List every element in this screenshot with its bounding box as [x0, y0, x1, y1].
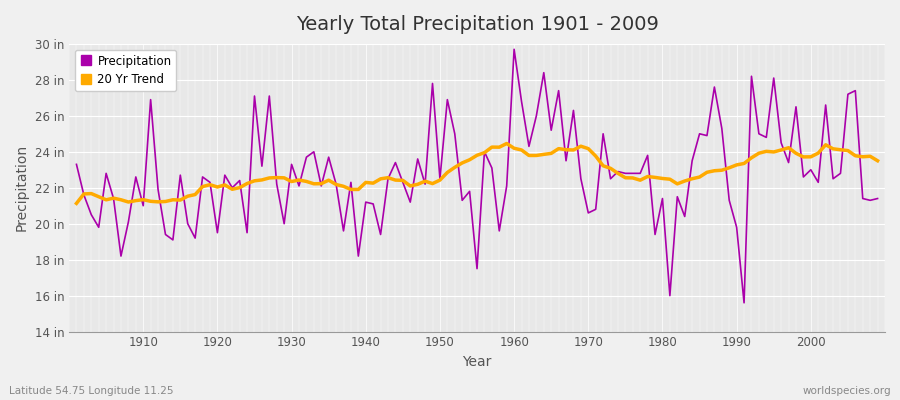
- X-axis label: Year: Year: [463, 355, 491, 369]
- Text: worldspecies.org: worldspecies.org: [803, 386, 891, 396]
- Y-axis label: Precipitation: Precipitation: [15, 144, 29, 231]
- Text: Latitude 54.75 Longitude 11.25: Latitude 54.75 Longitude 11.25: [9, 386, 174, 396]
- Title: Yearly Total Precipitation 1901 - 2009: Yearly Total Precipitation 1901 - 2009: [295, 15, 659, 34]
- Legend: Precipitation, 20 Yr Trend: Precipitation, 20 Yr Trend: [75, 50, 176, 91]
